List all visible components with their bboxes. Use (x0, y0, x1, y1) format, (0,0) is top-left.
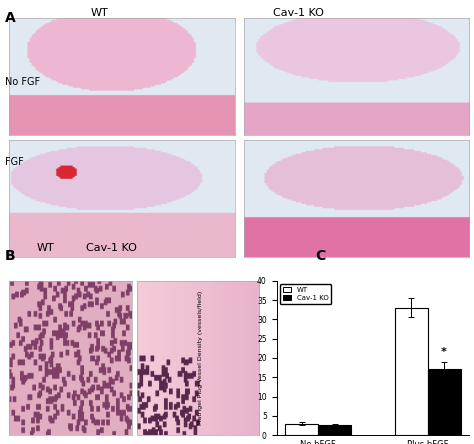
Text: Cav-1 KO: Cav-1 KO (273, 8, 324, 18)
Legend: WT, Cav-1 KO: WT, Cav-1 KO (280, 284, 331, 304)
Bar (285, 424, 318, 435)
Text: B: B (5, 249, 15, 263)
Bar (395, 308, 428, 435)
Text: WT: WT (36, 243, 54, 253)
Text: C: C (315, 249, 326, 263)
Text: WT: WT (91, 8, 109, 18)
Bar (428, 369, 461, 435)
Text: A: A (5, 11, 16, 25)
Bar (318, 425, 351, 435)
Y-axis label: Matrigel Plug Vessel Density (vessels/field): Matrigel Plug Vessel Density (vessels/fi… (198, 291, 203, 425)
Text: Cav-1 KO: Cav-1 KO (86, 243, 137, 253)
Text: FGF: FGF (5, 157, 24, 167)
Text: *: * (441, 347, 447, 357)
Text: No FGF: No FGF (5, 77, 40, 87)
